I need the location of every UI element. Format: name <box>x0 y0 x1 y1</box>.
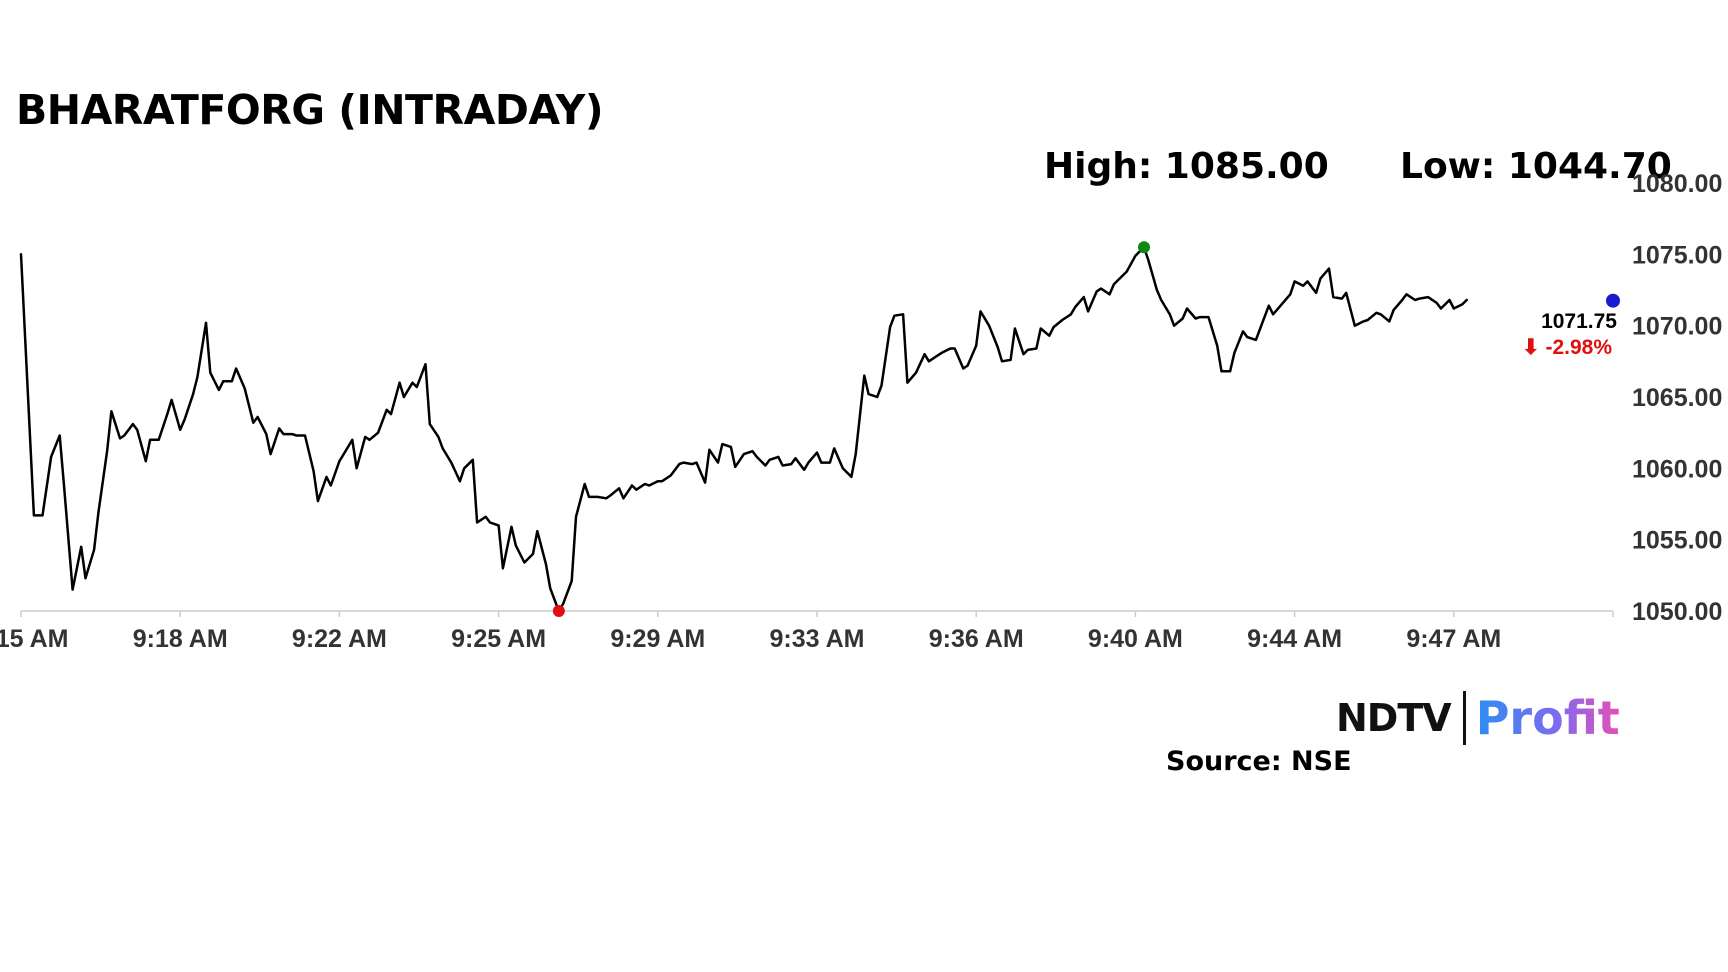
x-tick-label: 9:15 AM <box>0 625 68 653</box>
price-line <box>19 245 1468 613</box>
last-price-label: 1071.75 <box>1541 310 1617 333</box>
low-point-marker <box>552 605 565 617</box>
y-tick-label: 1075.00 <box>1632 241 1722 269</box>
x-tick-label: 9:40 AM <box>1088 625 1183 653</box>
ndtv-profit-logo: NDTV Profit <box>1336 690 1620 746</box>
y-tick-label: 1080.00 <box>1632 170 1722 198</box>
x-tick-label: 9:36 AM <box>929 625 1024 653</box>
page-title: BHARATFORG (INTRADAY) <box>16 86 604 134</box>
last-price-marker <box>1606 293 1620 308</box>
y-tick-label: 1070.00 <box>1632 313 1722 341</box>
source-label: Source: NSE <box>1166 746 1352 777</box>
logo-divider <box>1462 691 1466 745</box>
x-tick-label: 9:47 AM <box>1406 625 1501 653</box>
logo-ndtv-text: NDTV <box>1336 696 1452 740</box>
x-tick-label: 9:29 AM <box>610 625 705 653</box>
x-tick-label: 9:22 AM <box>292 625 387 653</box>
high-point-marker <box>1138 241 1151 254</box>
day-high-label: High: 1085.00 <box>1044 146 1329 187</box>
x-tick-label: 9:18 AM <box>133 625 228 653</box>
y-tick-label: 1060.00 <box>1632 455 1722 483</box>
x-tick-label: 9:25 AM <box>451 625 546 653</box>
y-tick-label: 1050.00 <box>1632 598 1722 626</box>
y-tick-label: 1055.00 <box>1632 527 1722 555</box>
price-change-label: ⬇ -2.98% <box>1522 336 1612 359</box>
logo-profit-text: Profit <box>1475 691 1620 745</box>
day-low-label: Low: 1044.70 <box>1400 146 1672 187</box>
y-tick-label: 1065.00 <box>1632 384 1722 412</box>
x-tick-label: 9:33 AM <box>770 625 865 653</box>
x-tick-label: 9:44 AM <box>1247 625 1342 653</box>
